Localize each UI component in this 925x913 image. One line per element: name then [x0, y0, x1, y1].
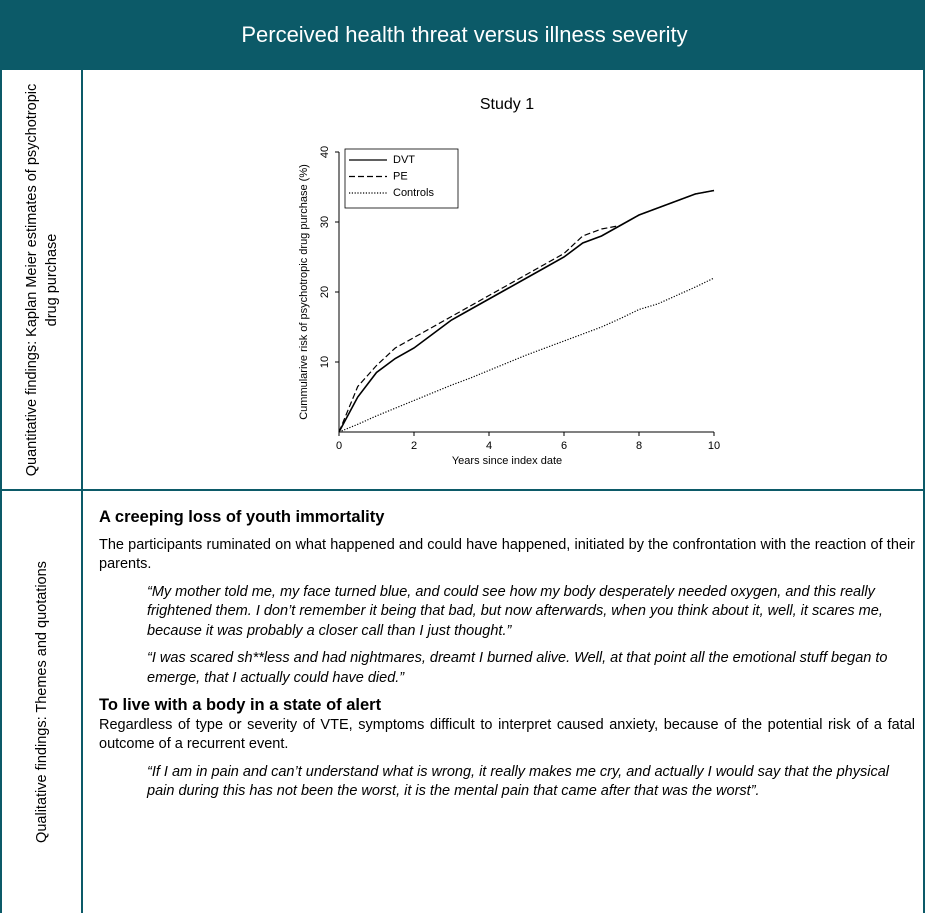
quotation: “If I am in pain and can’t understand wh…	[147, 763, 890, 800]
quotation: “I was scared sh**less and had nightmare…	[147, 650, 888, 686]
row-label: Qualitative findings: Themes and quotati…	[34, 561, 50, 843]
row-label-box: Quantitative findings: Kaplan Meier esti…	[2, 70, 82, 489]
quotation: “My mother told me, my face turned blue,…	[147, 583, 883, 639]
series-line	[338, 189, 715, 433]
x-tick-label: 0	[336, 440, 342, 452]
chart: Study 1 Years since index date Cummulari…	[298, 96, 720, 467]
theme-title: To live with a body in a state of alert	[99, 696, 382, 714]
theme-text: The participants ruminated on what happe…	[99, 536, 915, 573]
y-axis-label: Cummularive risk of psychotropic drug pu…	[298, 164, 310, 420]
x-tick-label: 8	[636, 440, 642, 452]
legend-label: DVT	[393, 154, 415, 166]
y-tick-label: 30	[319, 216, 331, 228]
y-tick-label: 20	[319, 286, 331, 298]
y-tick-label: 10	[319, 356, 331, 368]
series-line	[338, 277, 715, 433]
x-axis-label: Years since index date	[452, 455, 562, 467]
divider	[2, 489, 925, 491]
divider	[81, 70, 83, 913]
row-label: Quantitative findings: Kaplan Meier esti…	[24, 83, 60, 476]
series-line	[338, 189, 715, 433]
legend-label: PE	[393, 170, 408, 182]
legend-box	[344, 148, 459, 209]
legend-label: Controls	[393, 187, 434, 199]
y-tick-label: 40	[319, 146, 331, 158]
theme-title: A creeping loss of youth immortality	[99, 508, 385, 526]
header-title: Perceived health threat versus illness s…	[2, 0, 925, 70]
x-tick-label: 6	[561, 440, 567, 452]
chart-title: Study 1	[480, 96, 534, 113]
themes: A creeping loss of youth immortality The …	[99, 508, 915, 810]
x-tick-label: 10	[708, 440, 720, 452]
x-tick-label: 2	[411, 440, 417, 452]
row-label-box: Qualitative findings: Themes and quotati…	[2, 491, 82, 913]
theme-text: Regardless of type or severity of VTE, s…	[99, 716, 915, 753]
x-tick-label: 4	[486, 440, 492, 452]
